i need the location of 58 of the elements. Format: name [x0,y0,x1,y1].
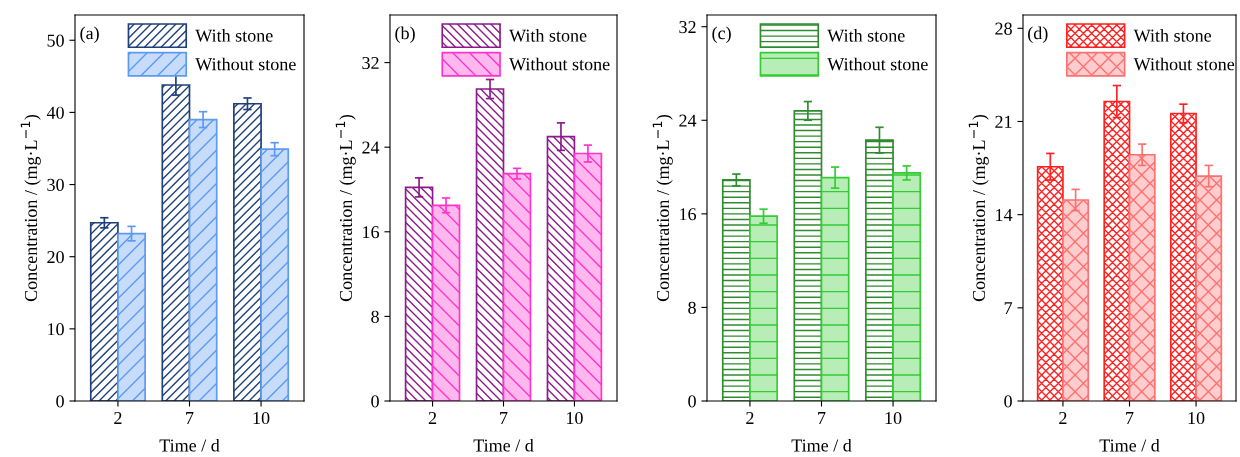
annotation: (d) [1028,26,1048,43]
x-tick-label: 7 [818,412,826,424]
bar [260,148,290,401]
legend-label: With stone [195,29,273,42]
x-tick-label: 2 [428,411,437,424]
y-tick-label: 7 [1004,302,1013,315]
legend-label: Without stone [827,57,928,71]
y-tick-label: 24 [362,141,380,154]
y-tick-label: 50 [47,34,64,47]
x-tick-label: 10 [885,411,902,425]
y-tick-label: 32 [362,56,379,70]
y-tick-label: 28 [995,22,1012,35]
y-tick-label: 0 [688,395,696,408]
y-tick-label: 0 [1004,395,1012,408]
y-tick-label: 8 [371,310,379,323]
annotation: (c) [712,26,731,43]
y-tick-label: 16 [680,208,697,221]
y-axis-title: Concentration / (mg·L$^{−1}$) [652,114,673,302]
y-tick-label: 40 [46,106,64,119]
x-tick-label: 2 [1059,411,1067,424]
y-tick-label: 10 [48,323,64,336]
y-axis-title: Concentration / (mg·L$^{−1}$) [335,114,356,302]
bar [89,221,119,401]
x-tick-label: 2 [114,411,122,424]
bar [233,102,262,401]
x-axis-title: Time / d [473,438,534,452]
x-tick-label: 10 [253,411,270,425]
legend-label: Without stone [509,57,610,71]
y-tick-label: 8 [688,301,696,314]
x-tick-label: 7 [186,412,194,424]
x-tick-label: 7 [500,412,508,424]
x-axis-title: Time / d [1099,438,1160,452]
x-axis-title: Time / d [791,438,852,452]
legend-label: With stone [1133,29,1212,42]
legend-label: With stone [509,29,587,42]
x-tick-label: 10 [567,411,583,425]
bar [721,179,751,401]
bar [502,172,532,401]
y-tick-label: 24 [679,114,697,127]
y-axis-title: Concentration / (mg·L$^{−1}$) [20,114,41,302]
x-axis-title: Time / d [159,438,220,452]
y-tick-label: 21 [995,115,1012,128]
annotation: (a) [80,26,99,43]
y-tick-label: 14 [996,209,1013,221]
y-tick-label: 32 [679,21,696,34]
annotation: (b) [395,26,415,43]
x-tick-label: 10 [1188,411,1205,425]
y-tick-label: 16 [363,226,380,239]
x-tick-label: 2 [746,411,754,424]
legend-label: Without stone [1133,57,1235,71]
y-tick-label: 20 [47,250,64,264]
legend-label: Without stone [195,57,296,71]
y-tick-label: 30 [47,178,64,191]
legend-label: With stone [827,29,905,42]
x-tick-label: 7 [1126,412,1134,424]
y-axis-title: Concentration / (mg·L$^{−1}$) [968,114,989,302]
y-tick-label: 0 [371,395,379,408]
y-tick-label: 0 [56,395,64,408]
